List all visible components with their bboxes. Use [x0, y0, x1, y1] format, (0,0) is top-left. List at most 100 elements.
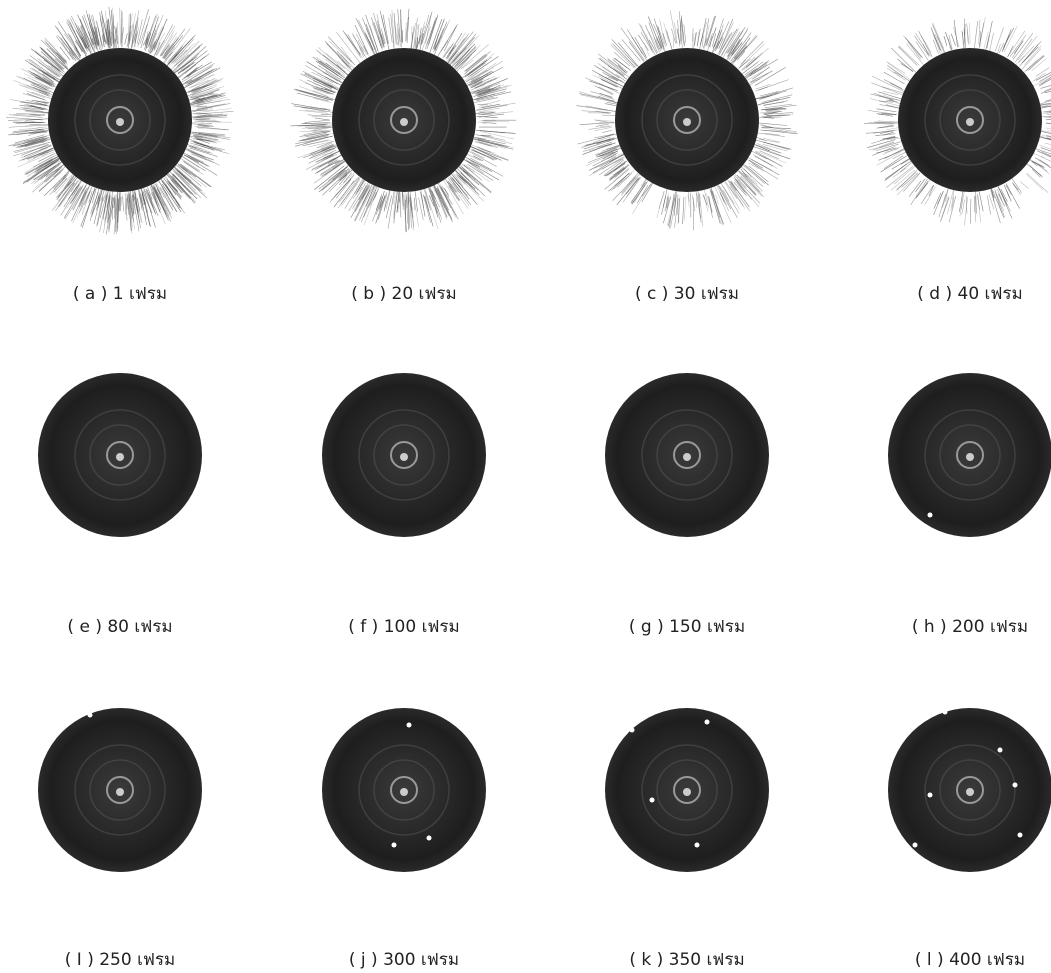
caption: ( d ) 40 เฟรม — [917, 284, 1023, 304]
halo-streak — [602, 115, 616, 116]
halo-streak — [1026, 174, 1043, 190]
center-spot — [116, 118, 124, 126]
halo-streak — [305, 120, 330, 122]
center-spot — [400, 118, 408, 126]
halo-streak — [383, 14, 389, 44]
center-spot — [966, 453, 974, 461]
halo-streak — [884, 156, 903, 169]
halo-streak — [99, 30, 101, 43]
halo-streak — [677, 194, 678, 215]
caption: ( l ) 400 เฟรม — [915, 950, 1025, 970]
halo-streak — [598, 87, 613, 94]
halo-streak — [600, 126, 612, 127]
halo-streak — [887, 65, 910, 81]
halo-streak — [1041, 131, 1051, 135]
halo-streak — [479, 108, 500, 112]
halo-streak — [752, 154, 777, 169]
halo-streak — [612, 44, 635, 68]
halo-streak — [890, 83, 903, 90]
halo-streak — [118, 22, 119, 48]
halo-streak — [748, 163, 759, 169]
halo-streak — [196, 111, 234, 114]
halo-streak — [1045, 93, 1051, 101]
caption: ( b ) 20 เฟรม — [351, 284, 457, 304]
halo-streak — [964, 197, 967, 226]
halo-streak — [179, 158, 200, 172]
halo-streak — [425, 21, 435, 49]
center-spot — [683, 118, 691, 126]
halo-streak — [477, 122, 488, 124]
halo-streak — [594, 127, 611, 130]
caption: ( c ) 30 เฟรม — [635, 284, 739, 304]
caption: ( h ) 200 เฟรม — [912, 617, 1028, 637]
halo-streak — [116, 194, 117, 229]
halo-streak — [1039, 73, 1051, 86]
halo-streak — [1041, 85, 1051, 88]
halo-streak — [602, 130, 612, 132]
bright-dot — [407, 723, 412, 728]
halo-streak — [749, 79, 760, 83]
halo-streak — [947, 189, 953, 214]
halo-streak — [979, 23, 983, 48]
center-spot — [966, 118, 974, 126]
halo-streak — [1041, 131, 1051, 135]
halo-streak — [372, 197, 381, 222]
halo-streak — [1027, 173, 1048, 192]
halo-streak — [735, 179, 759, 207]
halo-streak — [1011, 177, 1022, 193]
panel-image — [864, 17, 1051, 226]
panel-image — [605, 373, 769, 537]
center-spot — [966, 788, 974, 796]
halo-streak — [463, 159, 499, 180]
halo-streak — [455, 171, 476, 191]
halo-streak — [997, 44, 1000, 55]
halo-streak — [188, 156, 208, 167]
bright-dot — [88, 713, 93, 718]
halo-streak — [974, 21, 978, 50]
center-spot — [400, 788, 408, 796]
halo-streak — [645, 46, 649, 56]
halo-streak — [421, 190, 424, 208]
halo-streak — [894, 72, 903, 77]
bright-dot — [928, 793, 933, 798]
halo-streak — [709, 188, 721, 224]
halo-streak — [984, 31, 988, 49]
halo-streak — [740, 41, 763, 64]
halo-streak — [875, 134, 895, 136]
halo-streak — [588, 126, 610, 129]
halo-streak — [37, 129, 48, 130]
halo-streak — [1046, 118, 1051, 120]
bright-dot — [1013, 783, 1018, 788]
halo-streak — [433, 28, 443, 52]
halo-streak — [1032, 58, 1047, 71]
halo-streak — [989, 33, 993, 52]
halo-streak — [979, 20, 980, 45]
halo-streak — [750, 59, 777, 75]
halo-streak — [1030, 166, 1043, 178]
halo-streak — [1036, 149, 1051, 155]
caption: ( j ) 300 เฟรม — [349, 950, 459, 970]
figure: ( a ) 1 เฟรม ( b ) 20 เฟรม ( c ) 30 เฟรม ( … — [0, 0, 1051, 973]
bright-dot — [928, 513, 933, 518]
panel-image — [322, 373, 486, 537]
halo-streak — [121, 194, 122, 206]
halo-streak — [294, 106, 333, 113]
panel-image — [888, 708, 1051, 872]
halo-streak — [934, 192, 943, 215]
center-spot — [400, 453, 408, 461]
halo-streak — [615, 165, 629, 178]
halo-streak — [878, 121, 898, 122]
caption: ( I ) 250 เฟรม — [65, 950, 176, 970]
halo-streak — [692, 28, 693, 41]
caption: ( g ) 150 เฟรม — [629, 617, 745, 637]
halo-streak — [627, 29, 642, 54]
halo-streak — [1045, 143, 1051, 147]
panel-image — [322, 708, 486, 872]
halo-streak — [886, 127, 900, 129]
bright-dot — [943, 710, 948, 715]
halo-streak — [375, 186, 380, 198]
halo-streak — [951, 34, 955, 46]
caption: ( a ) 1 เฟรม — [73, 284, 167, 304]
halo-streak — [1039, 160, 1049, 166]
halo-streak — [902, 173, 918, 187]
